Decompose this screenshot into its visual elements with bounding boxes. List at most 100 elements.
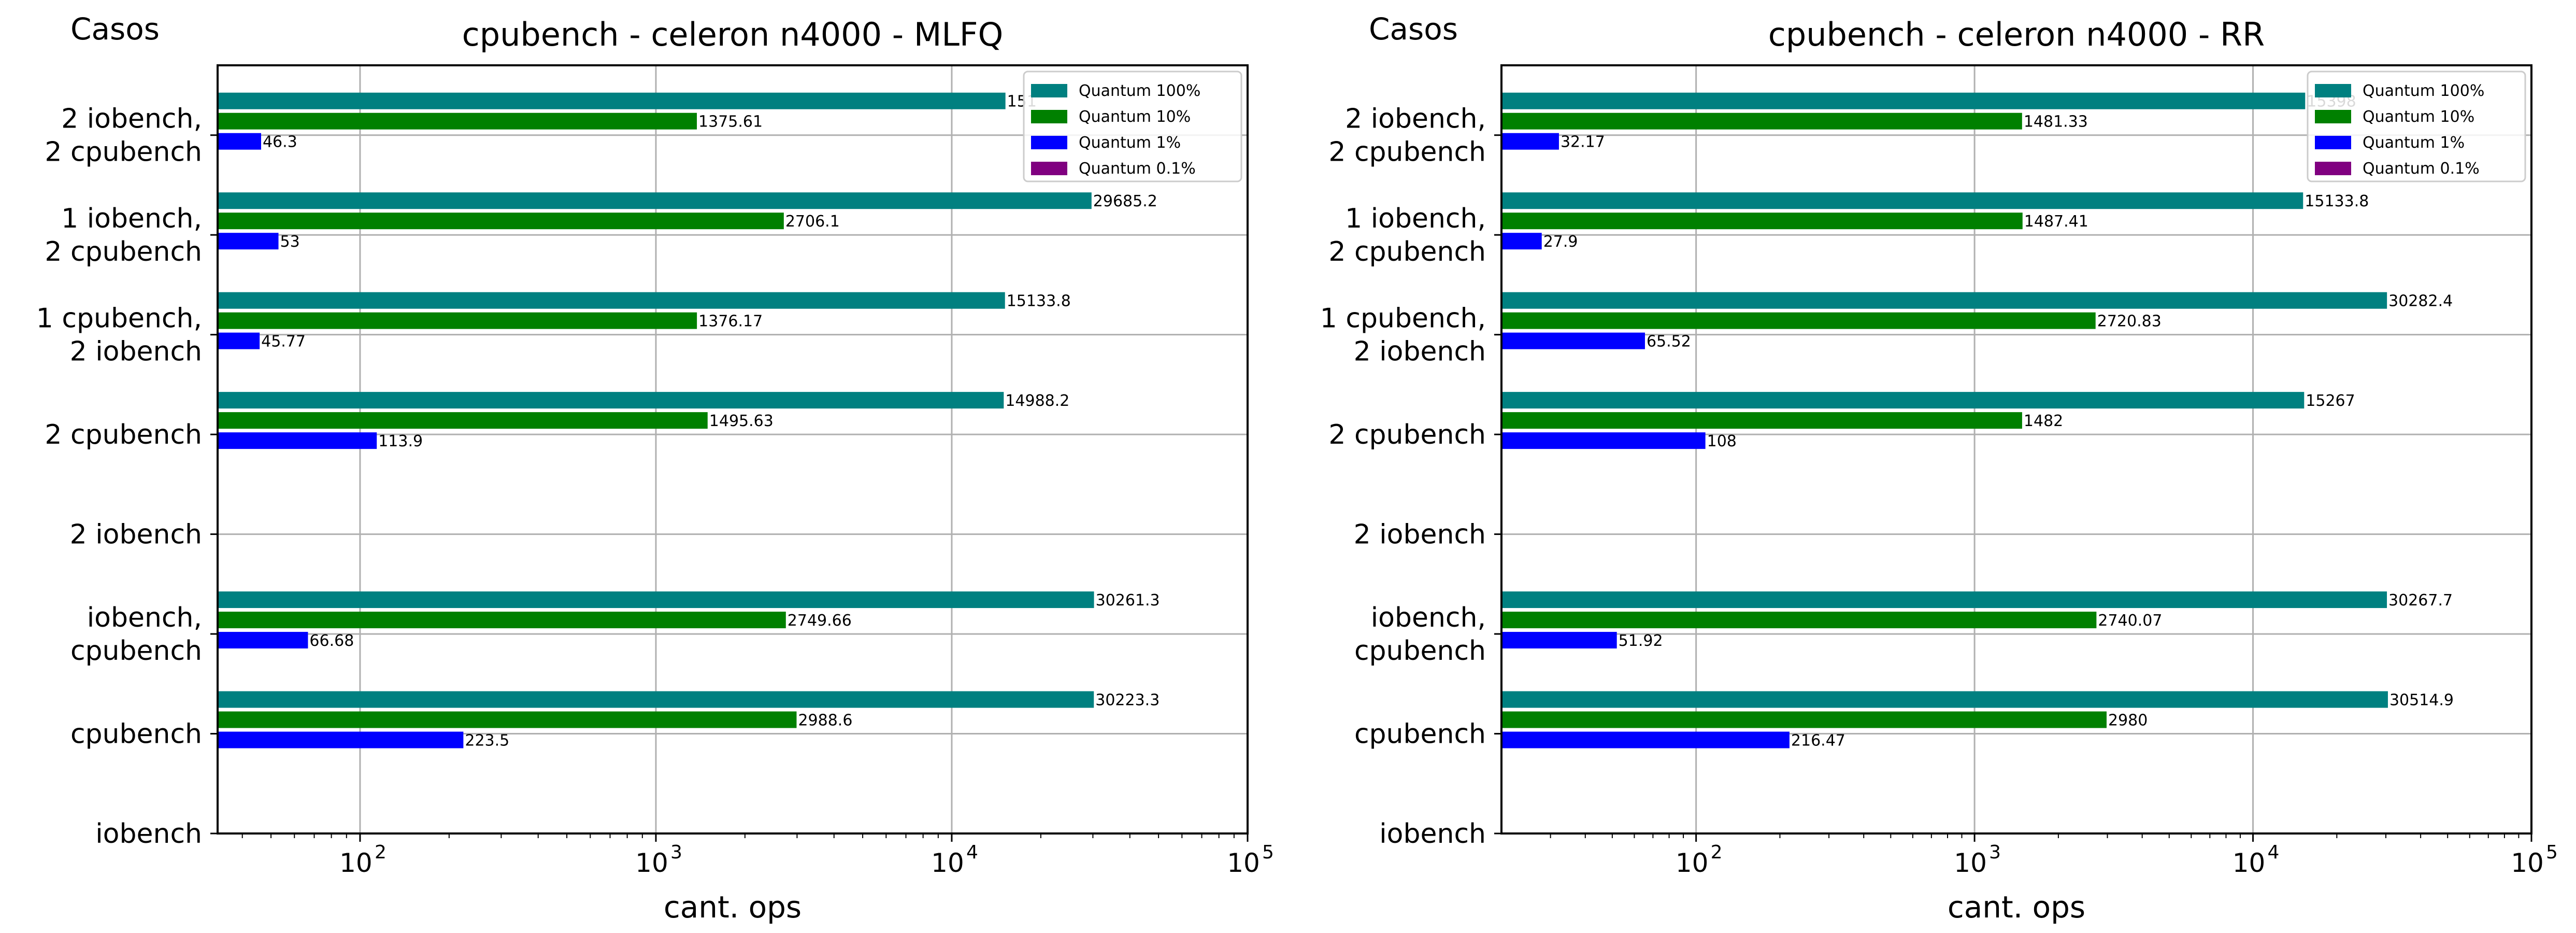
- bar-quantum-1-: [218, 731, 464, 748]
- legend-label: Quantum 1%: [2363, 134, 2465, 152]
- y-tick-label: iobench: [95, 818, 202, 850]
- y-tick-label: cpubench: [1354, 719, 1486, 750]
- data-label: 46.3: [263, 133, 297, 151]
- data-label: 15133.8: [2305, 192, 2369, 210]
- legend-label: Quantum 100%: [1079, 82, 1200, 100]
- bar-quantum-100-: [1501, 691, 2388, 708]
- data-label: 53: [280, 233, 299, 251]
- legend-swatch: [1031, 136, 1067, 149]
- y-tick-label: 1 iobench,: [61, 203, 202, 234]
- x-tick-label: 10: [339, 848, 373, 878]
- bar-quantum-1-: [1501, 133, 1559, 150]
- legend-swatch: [2315, 84, 2351, 97]
- x-tick-label-exponent: 2: [1711, 842, 1723, 863]
- bar-quantum-100-: [218, 591, 1094, 609]
- bar-quantum-10-: [218, 312, 697, 329]
- data-label: 216.47: [1791, 732, 1845, 750]
- legend-label: Quantum 10%: [2363, 108, 2474, 126]
- plot-frame: [1500, 64, 2532, 835]
- bar-quantum-100-: [218, 292, 1005, 309]
- legend-box: [2307, 70, 2526, 182]
- x-axis-label: cant. ops: [1948, 889, 2085, 925]
- x-tick-label: 10: [2232, 848, 2266, 878]
- x-tick-label-exponent: 5: [2546, 842, 2558, 863]
- x-tick-label: 10: [635, 848, 668, 878]
- y-tick-label: 2 cpubench: [1328, 419, 1486, 450]
- data-label: 30514.9: [2389, 691, 2454, 710]
- chart-panel-1: cpubench - celeron n4000 - MLFQ Casos 3022…: [36, 11, 1274, 925]
- bar-quantum-10-: [1501, 612, 2097, 629]
- bar-quantum-100-: [218, 92, 1006, 109]
- legend-box: [1023, 70, 1242, 182]
- chart-title: cpubench - celeron n4000 - MLFQ: [462, 16, 1004, 53]
- data-label: 113.9: [378, 432, 423, 450]
- data-label: 30267.7: [2388, 591, 2453, 610]
- data-label: 1375.61: [698, 113, 763, 131]
- y-tick-label: iobench,: [1371, 602, 1486, 633]
- y-tick-label: 2 iobench: [1354, 519, 1486, 550]
- data-label: 15133.8: [1007, 292, 1071, 310]
- legend-label: Quantum 10%: [1079, 108, 1191, 126]
- y-tick-label: 2 iobench,: [1345, 104, 1486, 135]
- legend-swatch: [1031, 162, 1067, 175]
- x-tick-label: 10: [1676, 848, 1709, 878]
- bar-quantum-100-: [218, 192, 1092, 209]
- x-tick-label-exponent: 4: [2268, 842, 2280, 863]
- bar-quantum-1-: [1501, 731, 1790, 748]
- bar-quantum-10-: [218, 412, 708, 429]
- data-label: 1495.63: [709, 412, 774, 430]
- data-label: 14988.2: [1005, 392, 1069, 410]
- y-tick-label: cpubench: [70, 635, 202, 667]
- bar-quantum-1-: [1501, 233, 1542, 250]
- bar-quantum-10-: [218, 612, 786, 629]
- legend: Quantum 100% Quantum 10% Quantum 1% Quantum…: [2307, 70, 2526, 182]
- data-label: 2706.1: [785, 213, 840, 231]
- data-label: 2749.66: [788, 612, 852, 630]
- legend-swatch: [1031, 110, 1067, 123]
- data-label: 65.52: [1647, 333, 1691, 351]
- y-tick-label: 2 cpubench: [1328, 137, 1486, 168]
- y-tick-label: 1 cpubench,: [36, 303, 202, 334]
- legend-swatch: [2315, 136, 2351, 149]
- data-label: 15267: [2306, 392, 2355, 410]
- legend-label: Quantum 100%: [2363, 82, 2484, 100]
- y-tick-label: 2 iobench,: [61, 104, 202, 135]
- data-label: 66.68: [309, 632, 354, 650]
- data-label: 51.92: [1619, 632, 1663, 650]
- x-tick-label: 10: [931, 848, 964, 878]
- y-tick-label: 2 cpubench: [1328, 236, 1486, 267]
- data-label: 2988.6: [798, 712, 852, 730]
- y-tick-label: 1 iobench,: [1345, 203, 1486, 234]
- x-tick-label-exponent: 3: [1989, 842, 2001, 863]
- x-tick-label: 10: [1954, 848, 1987, 878]
- x-tick-label-exponent: 2: [375, 842, 387, 863]
- bar-quantum-1-: [218, 432, 377, 449]
- bar-quantum-1-: [218, 233, 279, 250]
- bar-quantum-10-: [1501, 213, 2023, 230]
- data-label: 1376.17: [698, 313, 763, 331]
- y-tick-label: 2 iobench: [70, 336, 202, 367]
- data-label: 1482: [2024, 412, 2063, 430]
- legend-label: Quantum 0.1%: [1079, 160, 1196, 178]
- bar-quantum-100-: [1501, 292, 2387, 309]
- data-label: 45.77: [261, 333, 306, 351]
- bar-quantum-100-: [218, 691, 1094, 708]
- bar-quantum-1-: [1501, 332, 1645, 349]
- y-tick-label: 2 cpubench: [45, 236, 202, 267]
- data-label: 2720.83: [2097, 313, 2162, 331]
- bar-quantum-10-: [1501, 412, 2022, 429]
- y-tick-label: cpubench: [1354, 635, 1486, 667]
- data-label: 223.5: [465, 732, 509, 750]
- bar-quantum-10-: [218, 112, 697, 130]
- y-tick-label: 2 cpubench: [45, 137, 202, 168]
- data-label: 30261.3: [1096, 591, 1160, 610]
- data-label: 108: [1707, 432, 1737, 450]
- data-label: 2740.07: [2098, 612, 2162, 630]
- x-tick-label-exponent: 5: [1262, 842, 1274, 863]
- legend-label: Quantum 1%: [1079, 134, 1181, 152]
- data-label: 2980: [2108, 712, 2148, 730]
- bar-quantum-100-: [1501, 92, 2306, 109]
- y-tick-label: 2 iobench: [1354, 336, 1486, 367]
- y-axis-label: Casos: [1369, 11, 1458, 47]
- plot-frame: [217, 64, 1249, 835]
